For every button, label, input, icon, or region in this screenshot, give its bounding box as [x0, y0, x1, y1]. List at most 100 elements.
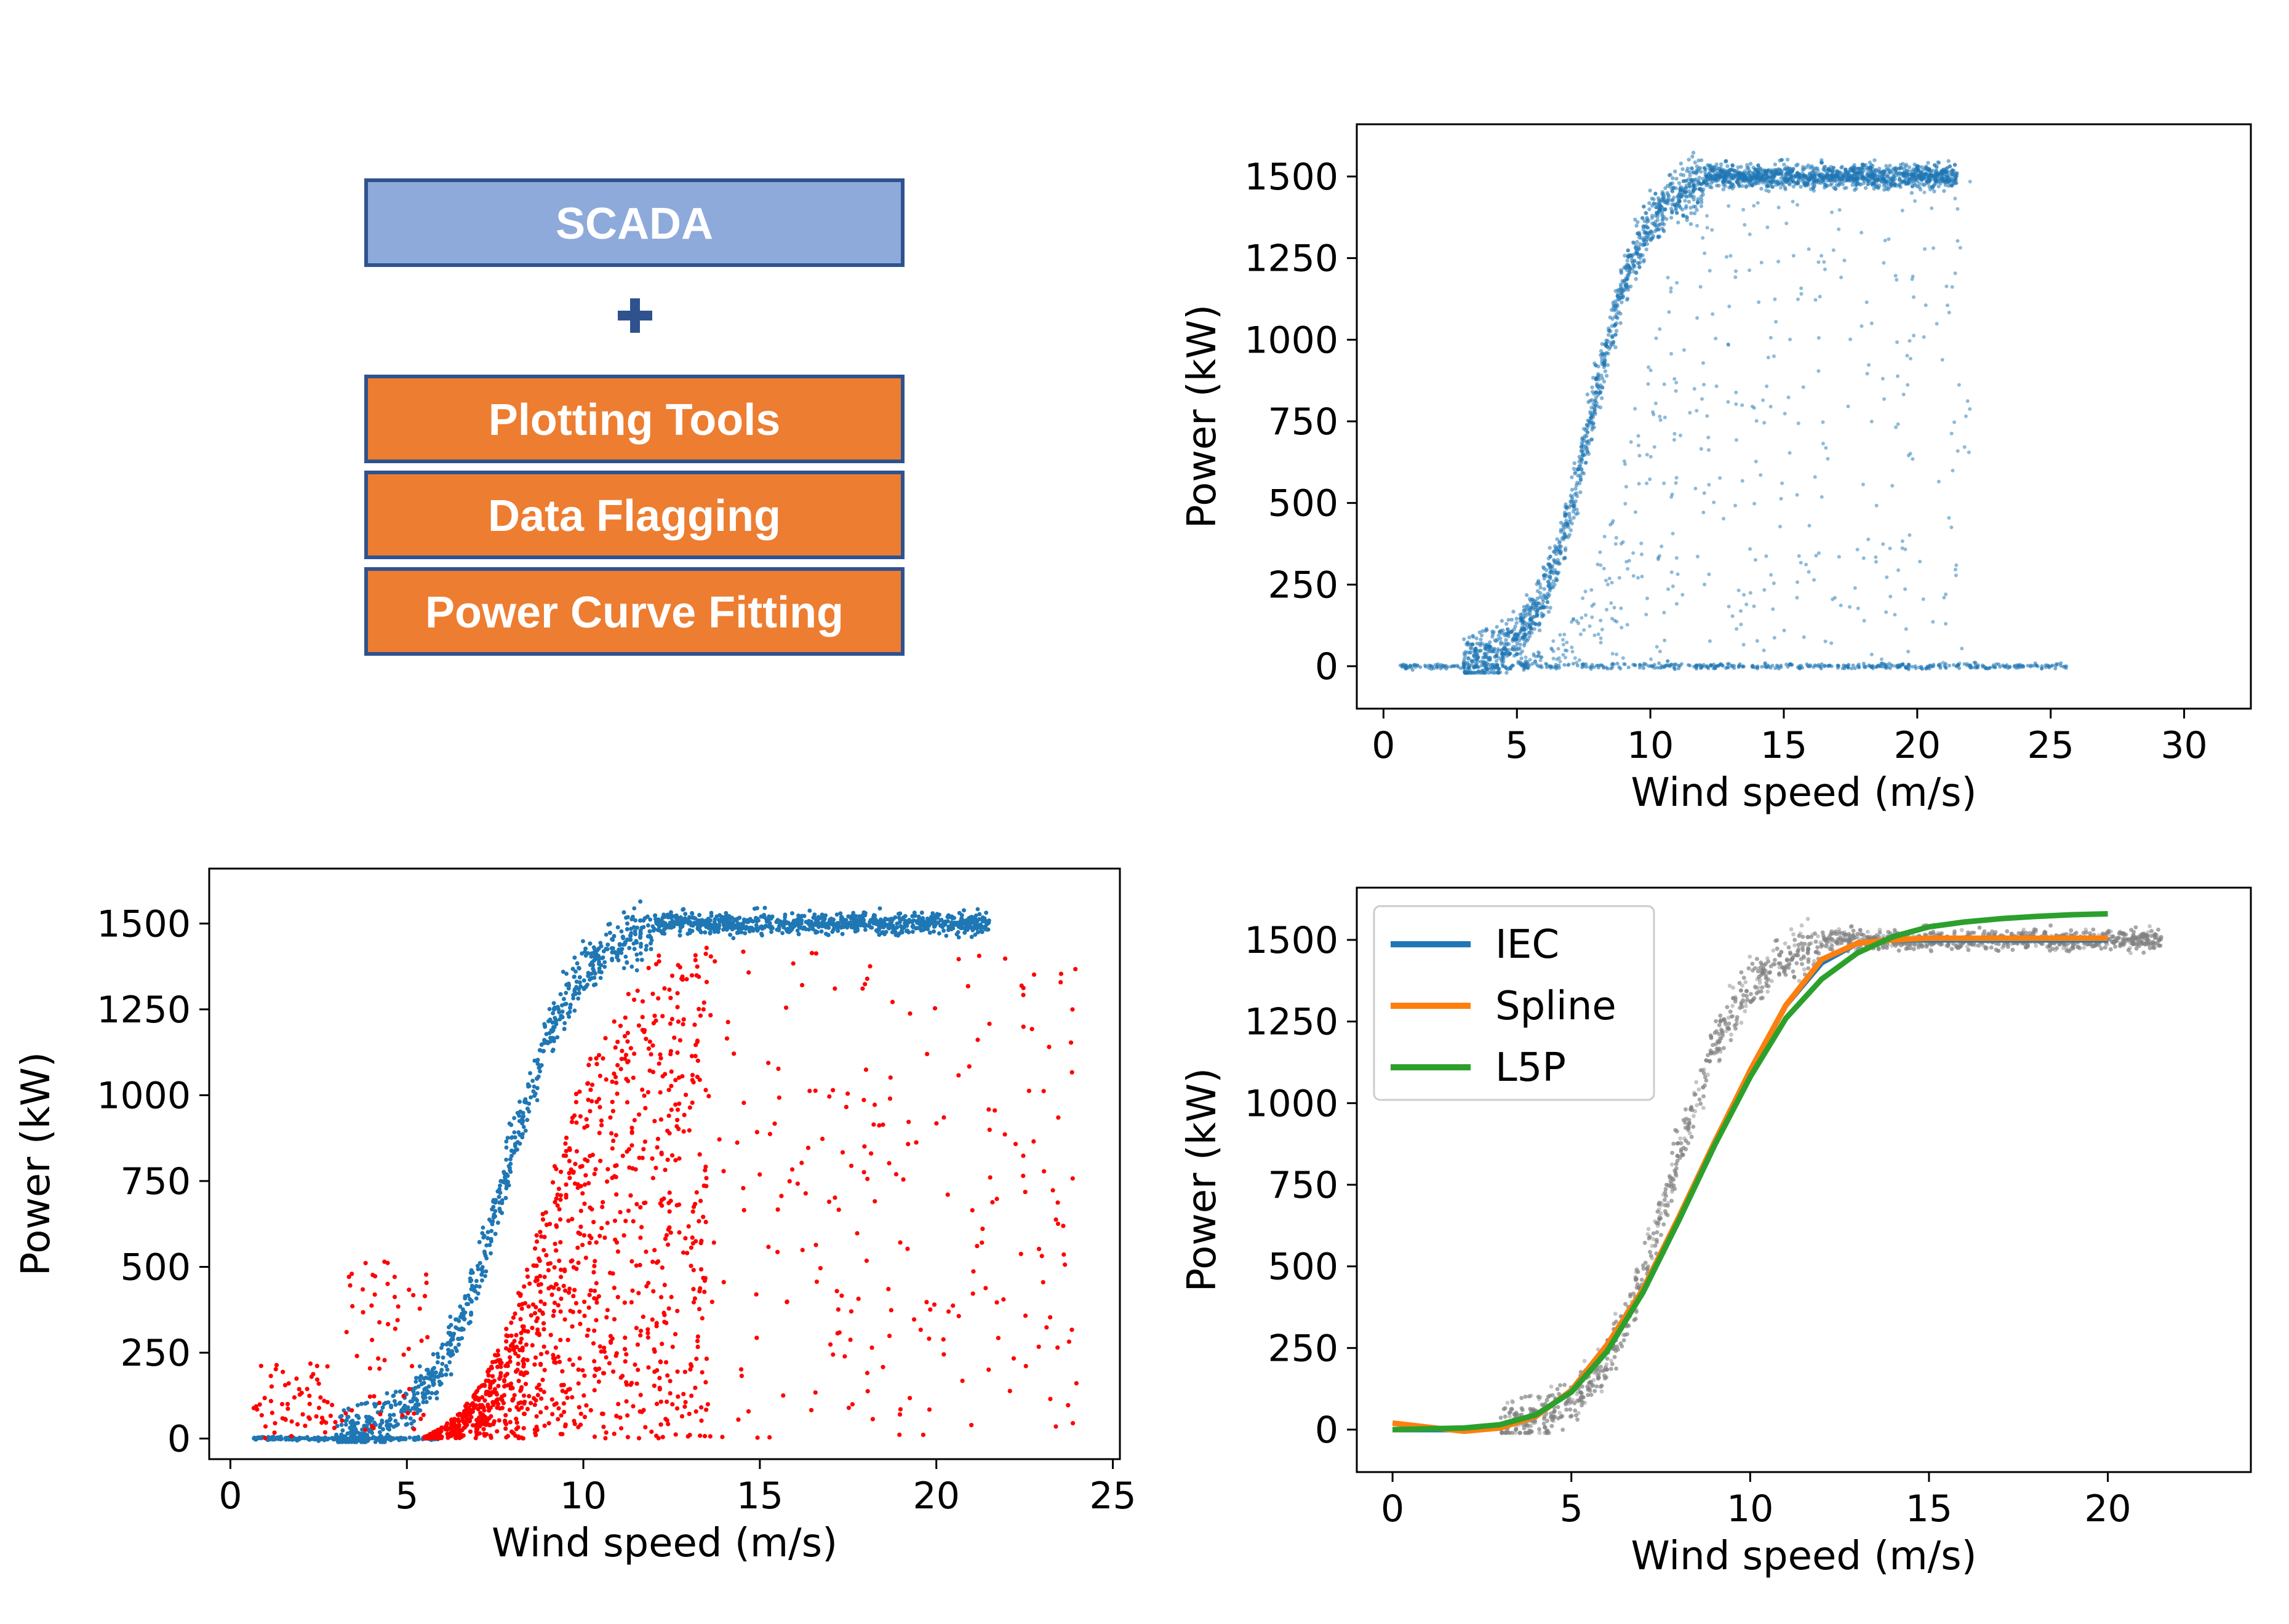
data-point — [1655, 218, 1660, 222]
data-point — [1530, 597, 1534, 602]
data-point — [1680, 592, 1685, 597]
data-point — [1736, 588, 1741, 592]
data-point — [1555, 537, 1559, 541]
data-point — [1539, 664, 1543, 668]
data-point — [1628, 253, 1633, 258]
data-point — [1748, 547, 1752, 551]
data-point — [1611, 340, 1616, 344]
data-point — [1705, 414, 1709, 418]
kept-point — [529, 1095, 533, 1100]
data-point — [1735, 627, 1739, 631]
data-point — [1950, 168, 1955, 172]
data-point — [1500, 655, 1505, 659]
data-point — [1699, 447, 1703, 451]
data-point — [1712, 500, 1716, 504]
data-point — [1748, 170, 1752, 174]
data-point — [1544, 605, 1549, 610]
data-point — [1676, 572, 1680, 576]
data-point — [1818, 181, 1823, 185]
y-tick-label: 1000 — [1244, 319, 1338, 362]
kept-point — [581, 939, 585, 944]
data-point — [1843, 167, 1848, 172]
data-point — [1957, 383, 1961, 387]
data-point — [1666, 194, 1671, 199]
data-point — [1575, 619, 1579, 623]
data-point — [1796, 297, 1800, 301]
data-point — [1506, 631, 1511, 635]
data-point — [1762, 588, 1767, 592]
kept-point — [645, 923, 650, 928]
data-point — [1548, 570, 1552, 575]
data-point — [1694, 664, 1698, 668]
data-point — [1479, 659, 1484, 664]
data-point — [1552, 583, 1557, 587]
data-point — [1791, 184, 1796, 189]
data-point — [1816, 260, 1821, 265]
data-point — [1445, 665, 1450, 669]
x-tick-label: 5 — [1505, 724, 1528, 767]
x-axis-label: Wind speed (m/s) — [1631, 770, 1976, 816]
data-point — [1874, 185, 1879, 189]
power-curve-fitting-box-rect — [364, 567, 905, 656]
data-point — [1853, 666, 1857, 671]
data-point — [1574, 512, 1578, 516]
data-point — [1944, 284, 1949, 289]
data-point — [1954, 563, 1959, 567]
data-point — [1854, 183, 1858, 187]
kept-point — [769, 929, 773, 934]
data-point — [1734, 402, 1738, 407]
data-point — [1932, 189, 1936, 194]
data-point — [1682, 348, 1687, 352]
data-point — [1823, 267, 1827, 271]
data-point — [1911, 457, 1915, 461]
data-point — [2064, 666, 2068, 671]
data-point — [1906, 383, 1910, 387]
data-point — [1949, 183, 1954, 188]
data-point — [1666, 276, 1670, 280]
data-point — [1745, 166, 1749, 170]
data-point — [1951, 469, 1955, 473]
data-point — [1853, 586, 1857, 590]
data-point — [1699, 169, 1703, 174]
data-point — [1672, 203, 1677, 208]
data-point — [1640, 575, 1644, 579]
data-point — [1613, 618, 1617, 623]
data-point — [1400, 665, 1404, 669]
kept-point — [391, 1393, 396, 1398]
data-point — [1895, 277, 1899, 282]
data-point — [1577, 658, 1581, 663]
y-tick-label: 1250 — [97, 989, 191, 1032]
data-point — [1584, 440, 1589, 445]
data-point — [1522, 608, 1526, 613]
data-point — [1887, 168, 1892, 172]
data-point — [1580, 616, 1584, 620]
data-point — [1676, 195, 1680, 199]
data-point — [1490, 650, 1495, 654]
data-point — [1946, 159, 1951, 163]
data-point — [1684, 204, 1688, 209]
data-point — [1869, 321, 1874, 325]
data-point — [1813, 298, 1818, 302]
data-point — [1710, 174, 1714, 178]
data-point — [1690, 154, 1695, 159]
data-point — [1665, 183, 1670, 188]
data-point — [1616, 289, 1621, 293]
data-point — [1515, 641, 1519, 646]
data-point — [1709, 181, 1714, 185]
data-point — [1674, 210, 1679, 215]
data-point — [1813, 475, 1817, 479]
data-point — [1884, 184, 1888, 188]
data-point — [1521, 635, 1525, 639]
data-point — [1745, 177, 1749, 182]
data-point — [1613, 308, 1618, 312]
data-point — [1778, 525, 1782, 529]
data-point — [1616, 294, 1620, 298]
data-point — [1623, 253, 1627, 258]
data-point — [1669, 286, 1673, 290]
data-point — [2029, 663, 2033, 667]
data-point — [1783, 412, 1787, 416]
data-flagging-box-label: Data Flagging — [488, 492, 781, 541]
data-point — [1667, 310, 1671, 314]
data-point — [1933, 163, 1937, 167]
